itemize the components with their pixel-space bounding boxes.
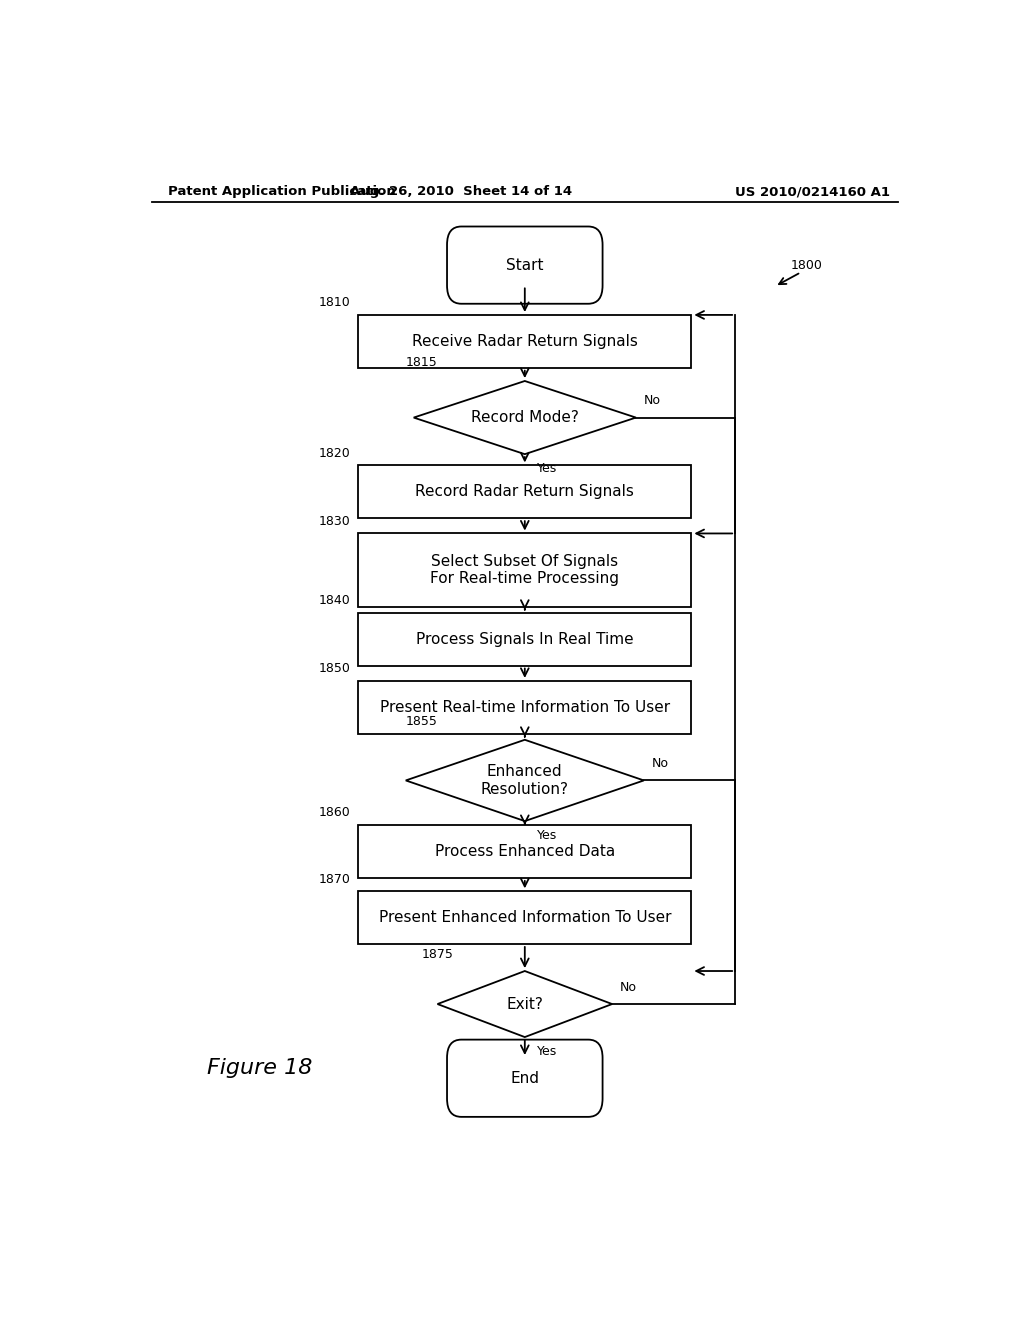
Text: Record Radar Return Signals: Record Radar Return Signals (416, 484, 634, 499)
FancyBboxPatch shape (447, 227, 602, 304)
Text: Process Signals In Real Time: Process Signals In Real Time (416, 632, 634, 647)
Bar (358, 533, 691, 607)
Text: 1875: 1875 (422, 948, 454, 961)
Bar (358, 891, 691, 944)
Text: Select Subset Of Signals
For Real-time Processing: Select Subset Of Signals For Real-time P… (430, 554, 620, 586)
Text: Yes: Yes (537, 829, 557, 842)
Bar (358, 612, 691, 665)
Text: Patent Application Publication: Patent Application Publication (168, 185, 395, 198)
Text: 1855: 1855 (406, 715, 437, 729)
Text: Receive Radar Return Signals: Receive Radar Return Signals (412, 334, 638, 348)
Text: 1800: 1800 (791, 259, 822, 272)
Text: No: No (652, 758, 669, 771)
Text: Exit?: Exit? (506, 997, 544, 1011)
Text: Present Real-time Information To User: Present Real-time Information To User (380, 700, 670, 714)
Text: Present Enhanced Information To User: Present Enhanced Information To User (379, 911, 671, 925)
Text: 1820: 1820 (318, 446, 350, 459)
Text: Record Mode?: Record Mode? (471, 411, 579, 425)
FancyBboxPatch shape (447, 1040, 602, 1117)
Text: Start: Start (506, 257, 544, 273)
Text: 1830: 1830 (318, 515, 350, 528)
Text: Aug. 26, 2010  Sheet 14 of 14: Aug. 26, 2010 Sheet 14 of 14 (350, 185, 572, 198)
Text: No: No (644, 395, 660, 408)
Text: Enhanced
Resolution?: Enhanced Resolution? (481, 764, 568, 797)
Text: 1860: 1860 (318, 807, 350, 820)
Bar (358, 681, 691, 734)
Text: 1850: 1850 (318, 663, 350, 675)
Bar (358, 825, 691, 878)
Polygon shape (437, 972, 612, 1038)
Text: 1840: 1840 (318, 594, 350, 607)
Bar (358, 466, 691, 519)
Polygon shape (406, 739, 644, 821)
Text: 1810: 1810 (318, 296, 350, 309)
Text: No: No (620, 981, 637, 994)
Text: 1870: 1870 (318, 873, 350, 886)
Text: Figure 18: Figure 18 (207, 1059, 312, 1078)
Text: 1815: 1815 (406, 356, 437, 370)
Bar (358, 315, 691, 368)
Text: US 2010/0214160 A1: US 2010/0214160 A1 (735, 185, 890, 198)
Text: Yes: Yes (537, 462, 557, 475)
Text: Yes: Yes (537, 1045, 557, 1059)
Text: End: End (510, 1071, 540, 1086)
Polygon shape (414, 381, 636, 454)
Text: Process Enhanced Data: Process Enhanced Data (434, 843, 615, 859)
